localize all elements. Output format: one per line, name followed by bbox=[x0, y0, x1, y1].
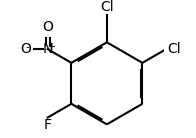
Text: N: N bbox=[43, 42, 53, 56]
Text: -: - bbox=[26, 42, 30, 52]
Text: F: F bbox=[44, 118, 52, 132]
Text: +: + bbox=[47, 42, 55, 52]
Text: O: O bbox=[42, 20, 53, 34]
Text: Cl: Cl bbox=[100, 0, 114, 14]
Text: O: O bbox=[20, 42, 31, 56]
Text: Cl: Cl bbox=[167, 42, 181, 56]
